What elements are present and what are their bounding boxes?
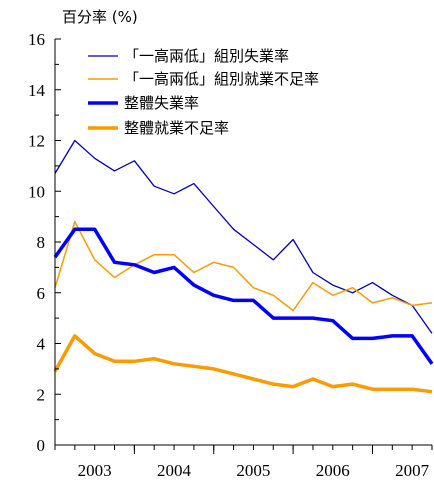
y-tick-label: 8 — [37, 233, 46, 252]
y-tick-label: 10 — [28, 182, 45, 201]
series-layer — [53, 139, 434, 394]
y-tick-label: 16 — [28, 30, 45, 49]
series-line-4 — [53, 334, 433, 394]
x-tick-label: 2005 — [236, 461, 270, 480]
series-line-2 — [54, 220, 433, 312]
y-tick-label: 6 — [37, 284, 46, 303]
x-tick-label: 2004 — [157, 461, 192, 480]
legend-label-2: 「一高兩低」組別就業不足率 — [124, 70, 319, 88]
x-tick-label: 2003 — [78, 461, 112, 480]
y-tick-label: 2 — [37, 385, 46, 404]
legend-label-1: 「一高兩低」組別失業率 — [124, 47, 289, 65]
y-tick-label: 12 — [28, 132, 45, 151]
y-axis-label: 百分率 (%) — [62, 8, 138, 26]
y-tick-label: 4 — [37, 335, 46, 354]
series-line-3 — [53, 227, 434, 365]
x-tick-label: 2006 — [316, 461, 350, 480]
legend-label-4: 整體就業不足率 — [124, 119, 229, 137]
y-tick-label: 14 — [28, 81, 46, 100]
legend-label-3: 整體失業率 — [124, 94, 199, 112]
x-tick-label: 2007 — [395, 461, 430, 480]
axes: 0 2 4 6 8 10 12 14 16 2003 2004 2005 2006 2007 — [28, 30, 433, 480]
y-tick-label: 0 — [37, 436, 46, 455]
series-line-1 — [54, 139, 433, 334]
